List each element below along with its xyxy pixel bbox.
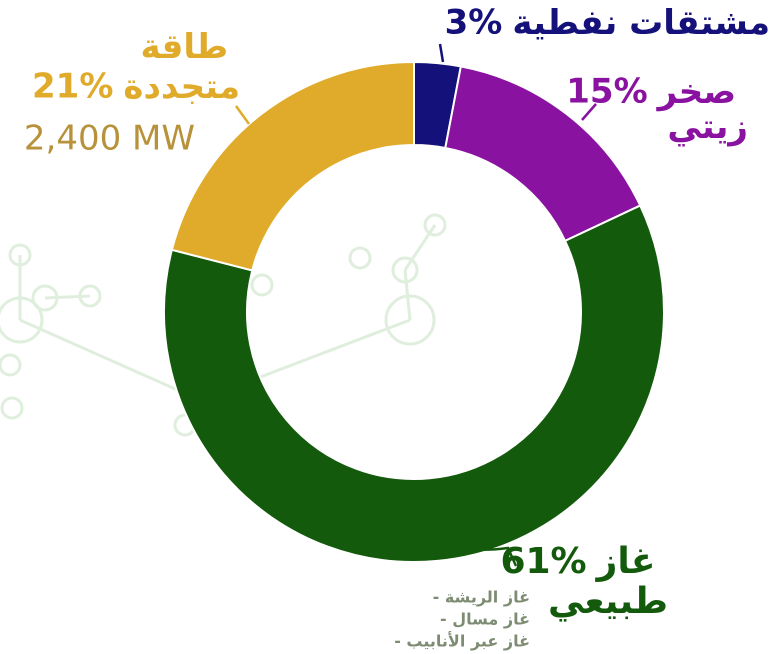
value-label: 15% [566, 72, 647, 112]
category-label: مشتقات نفطية [512, 3, 770, 43]
note: - غاز عبر الأنابيب [394, 632, 530, 651]
donut [164, 62, 664, 562]
category-label: صخر زيتي [656, 72, 748, 147]
capacity-annotation: 2,400 MW [24, 119, 195, 159]
note: - غاز الريشة [433, 588, 530, 607]
chart: 2,400 MW مشتقات نفطية3%صخر زيتي15%غاز طب… [0, 0, 776, 654]
value-label: 21% [32, 67, 113, 107]
value-label: 61% [500, 541, 586, 582]
value-label: 3% [445, 3, 503, 43]
category-label: طاقة متجددة [123, 27, 240, 107]
note: - غاز مسال [440, 610, 530, 629]
page: {"chart_data": {"type": "pie", "categori… [0, 0, 776, 654]
